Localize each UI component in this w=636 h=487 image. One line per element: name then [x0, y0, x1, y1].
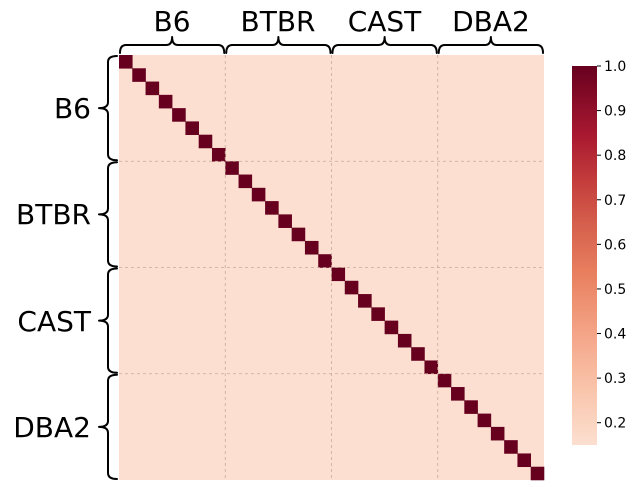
heatmap-cell-diagonal: [397, 333, 412, 348]
heatmap-cell-diagonal: [278, 214, 292, 228]
heatmap-cell-diagonal: [384, 320, 399, 335]
colorbar-tick-label: 0.4: [604, 327, 626, 343]
colorbar: [572, 66, 597, 445]
top-label-cast: CAST: [348, 5, 422, 38]
left-label-b6: B6: [54, 92, 91, 125]
brace-top: [331, 36, 438, 54]
heatmap-cell-diagonal: [490, 426, 505, 441]
colorbar-tick-label: 0.2: [604, 416, 626, 432]
heatmap-cell-diagonal: [530, 466, 545, 481]
heatmap-cell-diagonal: [132, 68, 146, 82]
top-label-dba2: DBA2: [452, 5, 530, 38]
colorbar-tick-label: 0.9: [604, 104, 626, 120]
colorbar-ticks: 1.0 0.9 0.8 0.7 0.6 0.5 0.4 0.3 0.2: [597, 59, 626, 432]
heatmap-gridlines: [119, 55, 544, 480]
left-label-btbr: BTBR: [16, 198, 91, 231]
heatmap-cell-diagonal: [265, 201, 279, 215]
heatmap-cell-diagonal: [411, 347, 425, 361]
heatmap-cell-diagonal: [238, 174, 253, 189]
colorbar-tick-label: 0.8: [604, 148, 626, 164]
group-labels: B6 BTBR CAST DBA2 B6 BTBR CAST DBA2: [13, 5, 530, 444]
heatmap-cell-diagonal: [211, 147, 226, 162]
heatmap-cell-diagonal: [451, 387, 465, 401]
heatmap-cell-diagonal: [464, 400, 478, 414]
brace-left: [98, 373, 118, 480]
brace-left: [98, 161, 118, 268]
heatmap-cell-diagonal: [251, 187, 266, 202]
heatmap-cell-diagonal: [477, 413, 492, 428]
heatmap-cell-diagonal: [119, 55, 133, 69]
heatmap-cell-diagonal: [225, 161, 239, 175]
heatmap-cell-diagonal: [424, 360, 439, 375]
heatmap-cell-diagonal: [358, 294, 372, 308]
colorbar-tick-label: 0.6: [604, 237, 626, 253]
brace-left: [98, 267, 118, 374]
heatmap-cell-diagonal: [331, 267, 346, 282]
brace-left: [98, 55, 118, 162]
top-label-b6: B6: [153, 5, 190, 38]
heatmap-cell-diagonal: [504, 440, 518, 454]
colorbar-tick-label: 0.5: [604, 282, 626, 298]
heatmap-cell-diagonal: [172, 108, 186, 122]
brace-top: [119, 36, 226, 54]
left-label-dba2: DBA2: [13, 411, 91, 444]
colorbar-tick-label: 0.7: [604, 193, 626, 209]
heatmap-cell-diagonal: [158, 94, 173, 109]
colorbar-tick-label: 1.0: [604, 59, 626, 75]
heatmap-cell-diagonal: [198, 134, 213, 149]
heatmap-cell-diagonal: [145, 81, 160, 96]
heatmap-cell-diagonal: [371, 307, 385, 321]
group-braces: [98, 36, 544, 480]
heatmap-cell-diagonal: [517, 453, 532, 468]
top-label-btbr: BTBR: [241, 5, 316, 38]
heatmap-cell-diagonal: [344, 280, 359, 295]
heatmap-cell-diagonal: [304, 240, 319, 255]
brace-top: [225, 36, 332, 54]
brace-top: [437, 36, 544, 54]
heatmap-cell-diagonal: [437, 373, 452, 388]
heatmap-cell-diagonal: [185, 121, 199, 135]
colorbar-tick-label: 0.3: [604, 371, 626, 387]
left-label-cast: CAST: [17, 305, 91, 338]
heatmap-cell-diagonal: [318, 254, 332, 268]
heatmap-cell-diagonal: [291, 227, 306, 242]
